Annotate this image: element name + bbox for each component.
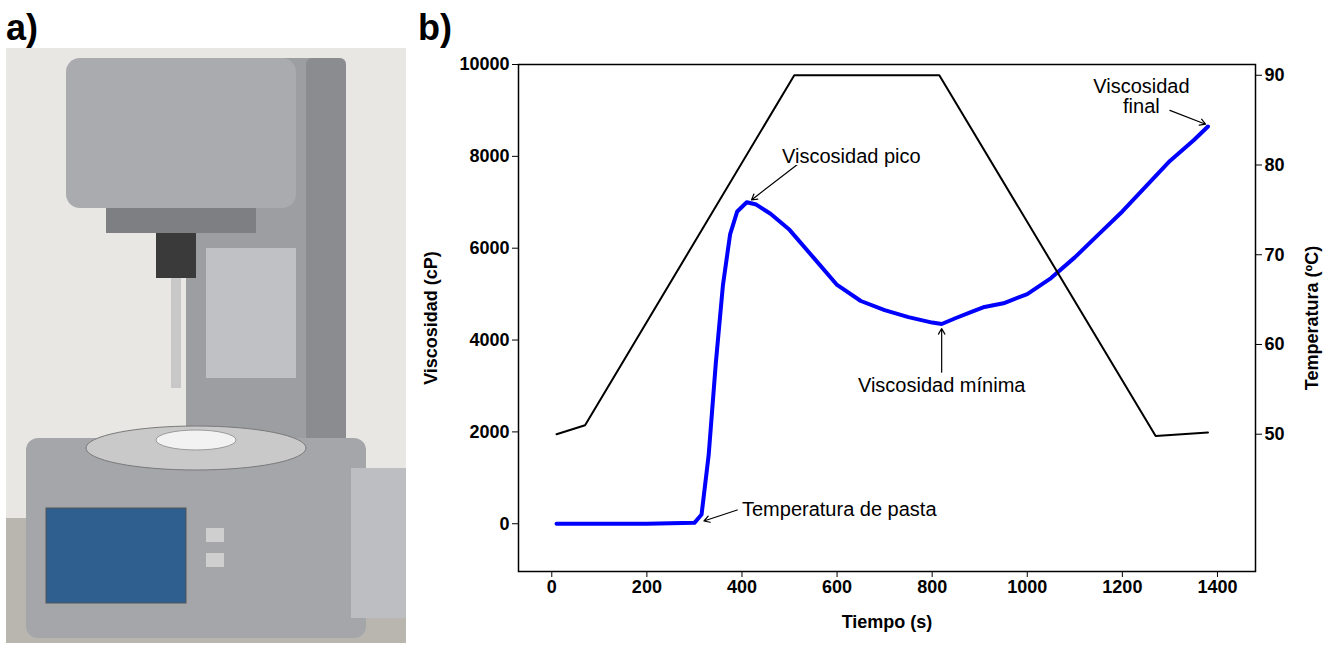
svg-text:600: 600 [822,577,852,597]
svg-text:1200: 1200 [1102,577,1142,597]
svg-text:1000: 1000 [1007,577,1047,597]
svg-text:200: 200 [632,577,662,597]
svg-text:60: 60 [1265,334,1285,354]
svg-text:Temperatura de pasta: Temperatura de pasta [742,498,937,520]
svg-text:Viscosidad pico: Viscosidad pico [782,145,921,167]
svg-text:800: 800 [917,577,947,597]
svg-text:50: 50 [1265,424,1285,444]
svg-text:0: 0 [499,513,509,533]
svg-text:Viscosidad mínima: Viscosidad mínima [858,374,1026,396]
svg-text:0: 0 [547,577,557,597]
svg-text:1400: 1400 [1197,577,1237,597]
svg-text:6000: 6000 [469,238,509,258]
svg-text:Viscosidadfinal: Viscosidadfinal [1093,75,1189,117]
svg-text:Temperatura (ºC): Temperatura (ºC) [1302,246,1322,390]
svg-text:Tiempo (s): Tiempo (s) [842,612,933,632]
svg-text:70: 70 [1265,244,1285,264]
svg-text:8000: 8000 [469,146,509,166]
html-text:a): a) [6,7,38,48]
svg-text:400: 400 [727,577,757,597]
svg-text:10000: 10000 [459,54,509,74]
svg-text:90: 90 [1265,65,1285,85]
svg-text:Viscosidad (cP): Viscosidad (cP) [421,251,441,385]
svg-text:80: 80 [1265,155,1285,175]
svg-text:4000: 4000 [469,330,509,350]
html-text:b): b) [418,7,452,48]
svg-text:2000: 2000 [469,422,509,442]
